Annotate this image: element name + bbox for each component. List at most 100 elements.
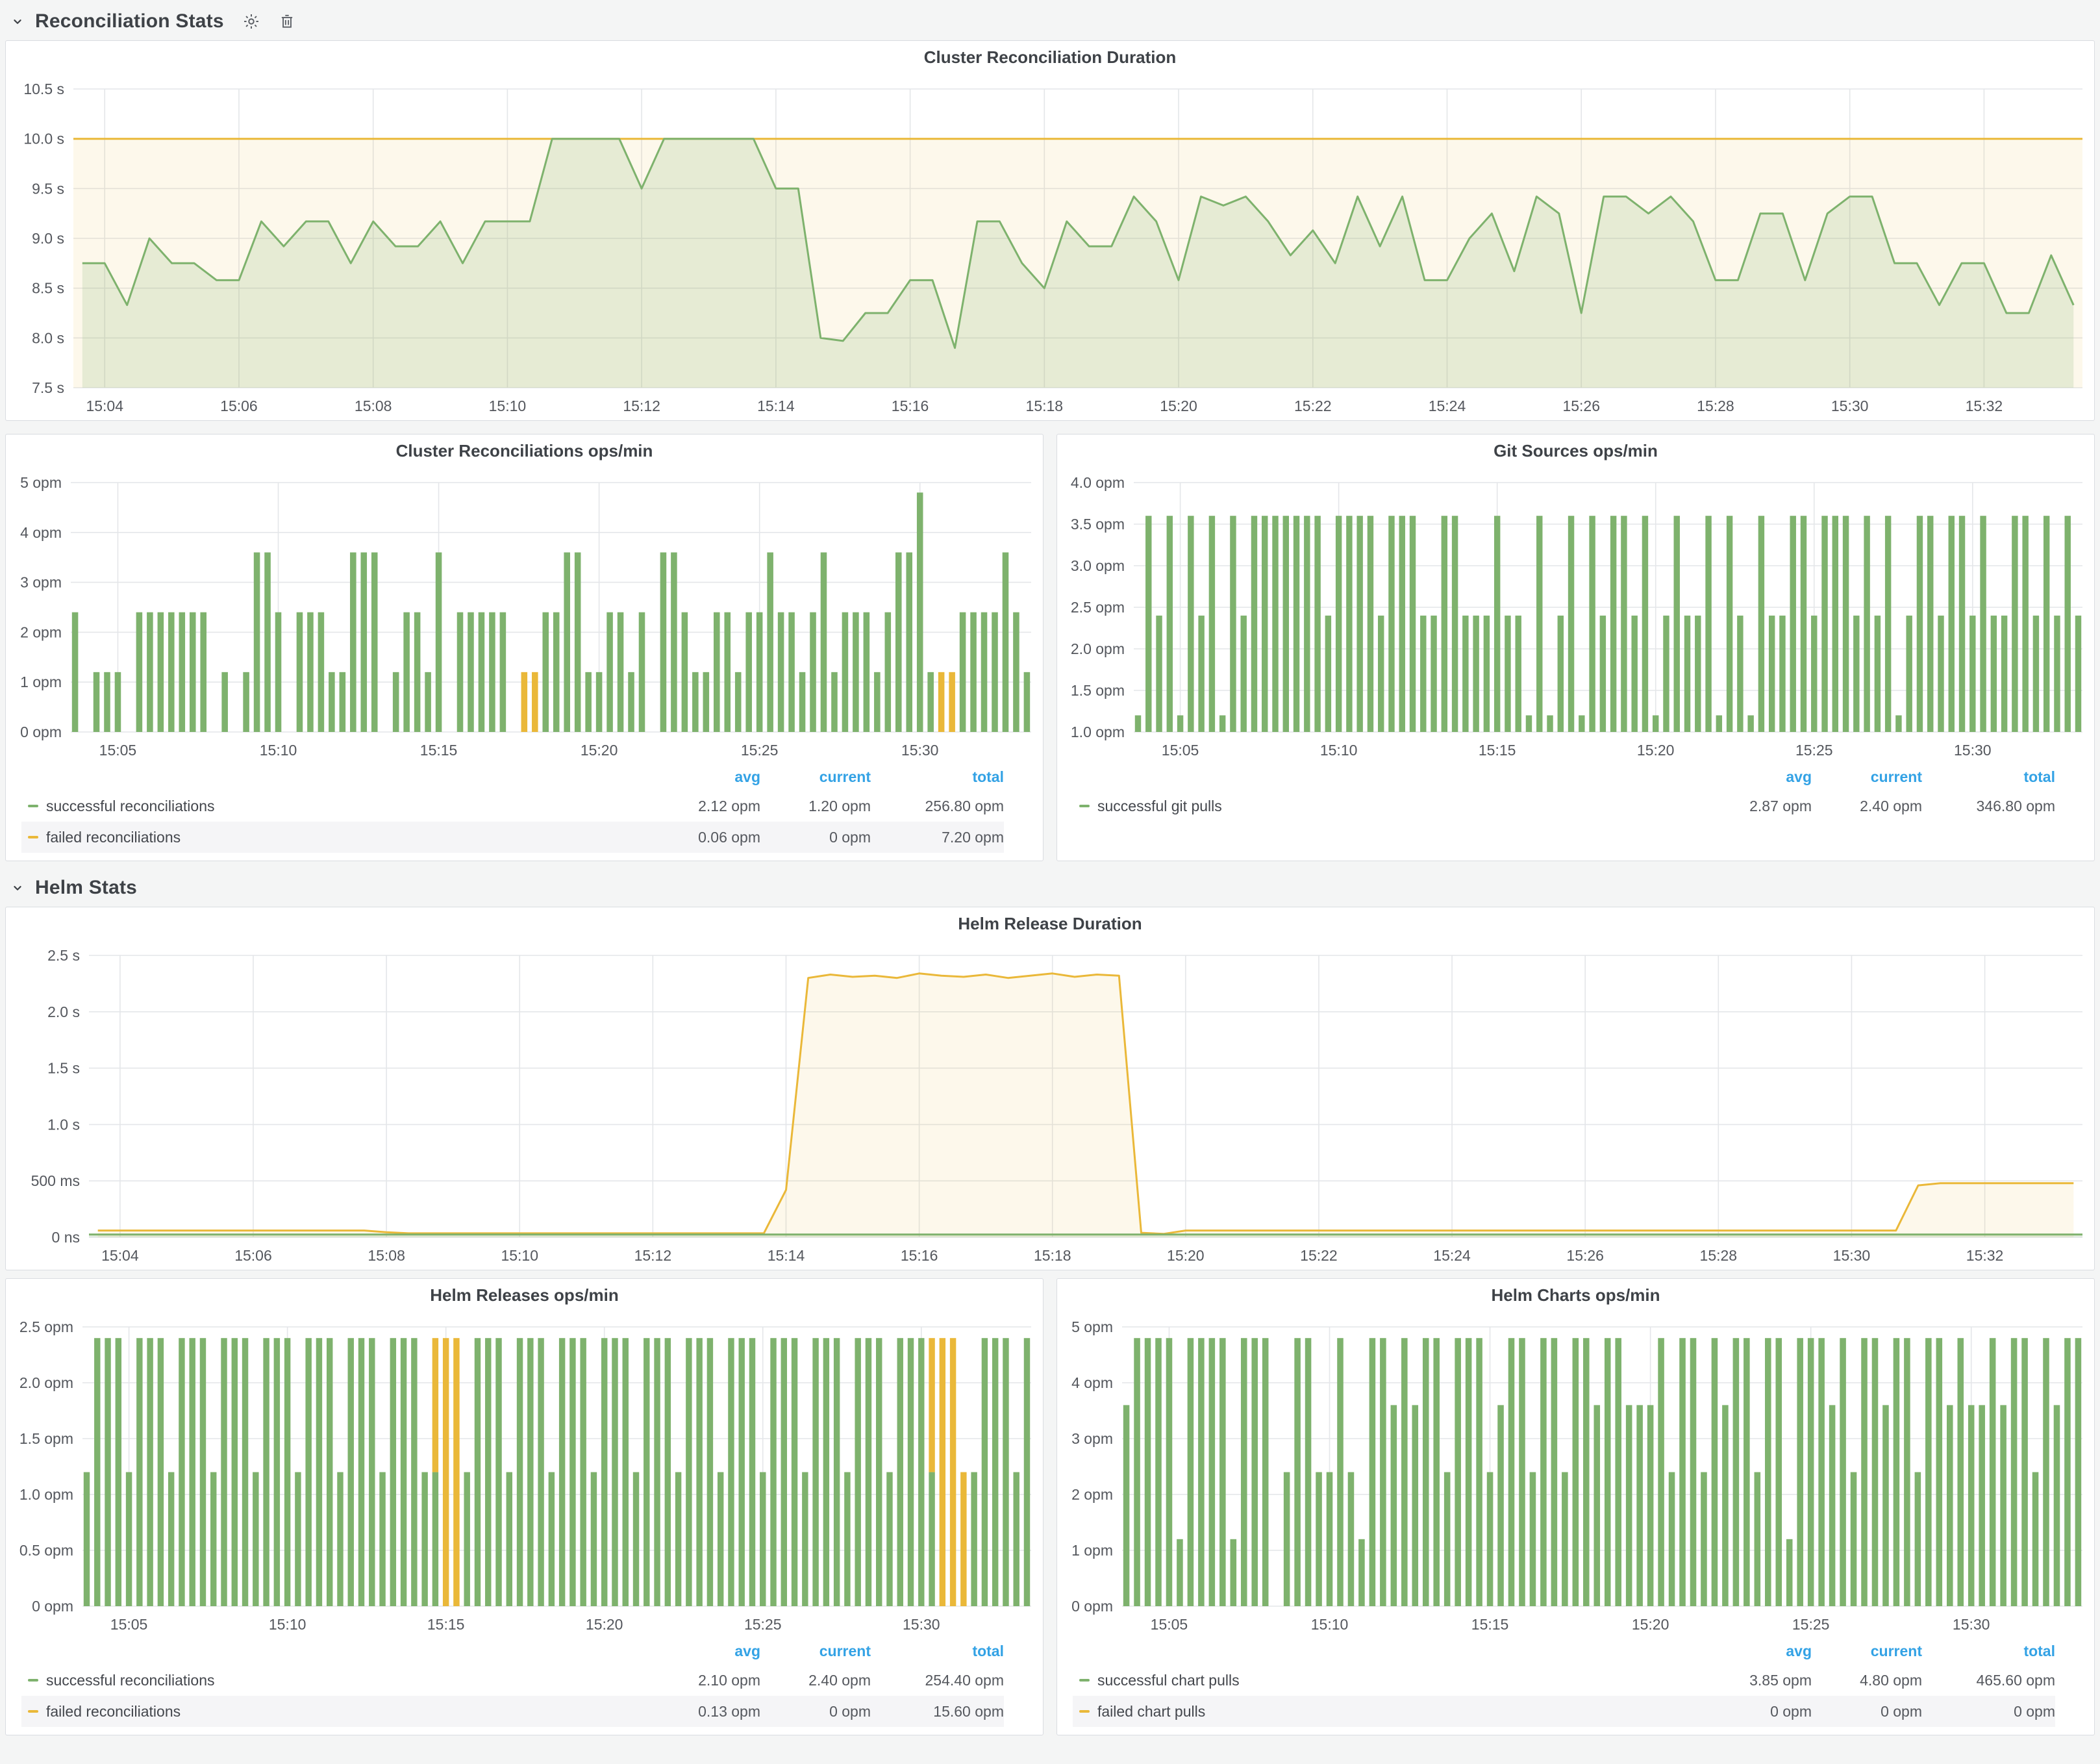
svg-text:7.5 s: 7.5 s	[32, 379, 64, 396]
series-avg-value: 0 opm	[1770, 1702, 1812, 1720]
series-name[interactable]: failed reconciliations	[46, 1702, 181, 1720]
legend-sort-avg[interactable]: avg	[734, 768, 760, 785]
legend-sort-current[interactable]: current	[819, 768, 871, 785]
chart-helm-charts-ops[interactable]: 0 opm 1 opm 2 opm 3 opm 4 opm 5 opm 15:05 15:10…	[1057, 1310, 2094, 1637]
svg-text:0 opm: 0 opm	[1071, 1598, 1113, 1615]
svg-text:15:16: 15:16	[892, 397, 929, 414]
chart-svg: 0 ns 500 ms 1.0 s 1.5 s 2.0 s 2.5 s 15:04 15:06…	[31, 947, 2082, 1264]
svg-text:2 opm: 2 opm	[20, 624, 62, 640]
legend-cluster-reconciliations: avg current total successful reconciliation…	[6, 763, 1043, 861]
series-name[interactable]: successful git pulls	[1097, 797, 1222, 814]
series-name[interactable]: successful reconciliations	[46, 797, 215, 814]
panel-helm-release-duration: Helm Release Duration 0 ns 500 ms 1.0 s 1.5…	[5, 907, 2095, 1270]
series-total-value: 346.80 opm	[1976, 797, 2055, 814]
chevron-down-icon	[10, 14, 25, 29]
svg-text:9.5 s: 9.5 s	[32, 180, 64, 197]
svg-text:5 opm: 5 opm	[1071, 1318, 1113, 1335]
series-name[interactable]: successful reconciliations	[46, 1671, 215, 1689]
legend-sort-avg[interactable]: avg	[1786, 1642, 1812, 1659]
svg-text:15:22: 15:22	[1300, 1247, 1338, 1264]
legend-sort-current[interactable]: current	[1870, 1642, 1922, 1659]
panel-git-sources-ops: Git Sources ops/min 1.0 opm 1.5 opm 2.0 op…	[1056, 434, 2095, 861]
svg-text:2.5 opm: 2.5 opm	[19, 1318, 73, 1335]
section-title: Reconciliation Stats	[35, 10, 224, 32]
chart-svg: 1.0 opm 1.5 opm 2.0 opm 2.5 opm 3.0 opm 3.5 o…	[1071, 474, 2082, 759]
svg-text:15:05: 15:05	[1151, 1616, 1188, 1633]
svg-text:15:22: 15:22	[1294, 397, 1332, 414]
series-current-value: 4.80 opm	[1860, 1671, 1922, 1689]
legend-row: successful chart pulls 3.85 opm 4.80 opm 46…	[1073, 1665, 2055, 1696]
svg-text:15:28: 15:28	[1697, 397, 1734, 414]
svg-text:15:04: 15:04	[86, 397, 123, 414]
chart-git-sources-ops[interactable]: 1.0 opm 1.5 opm 2.0 opm 2.5 opm 3.0 opm 3.5 o…	[1057, 466, 2094, 763]
svg-text:15:32: 15:32	[1966, 1247, 2004, 1264]
svg-text:15:08: 15:08	[355, 397, 392, 414]
svg-text:15:20: 15:20	[1167, 1247, 1205, 1264]
svg-text:15:15: 15:15	[1471, 1616, 1509, 1633]
series-name[interactable]: failed reconciliations	[46, 828, 181, 846]
svg-text:15:30: 15:30	[1831, 397, 1869, 414]
svg-text:2.0 opm: 2.0 opm	[1071, 640, 1125, 657]
svg-text:8.0 s: 8.0 s	[32, 329, 64, 346]
series-name[interactable]: failed chart pulls	[1097, 1702, 1206, 1720]
legend-sort-total[interactable]: total	[972, 1642, 1004, 1659]
chevron-down-icon	[10, 881, 25, 895]
legend-row: successful reconciliations 2.10 opm 2.40 o…	[21, 1665, 1004, 1696]
svg-text:15:25: 15:25	[1795, 742, 1833, 759]
legend-sort-avg[interactable]: avg	[734, 1642, 760, 1659]
panel-helm-charts-ops: Helm Charts ops/min 0 opm 1 opm 2 opm 3 opm…	[1056, 1278, 2095, 1735]
svg-text:15:25: 15:25	[1792, 1616, 1830, 1633]
legend-sort-total[interactable]: total	[2023, 768, 2055, 785]
series-avg-value: 2.10 opm	[698, 1671, 760, 1689]
series-name[interactable]: successful chart pulls	[1097, 1671, 1240, 1689]
series-current-value: 2.40 opm	[1860, 797, 1922, 814]
panel-title[interactable]: Cluster Reconciliation Duration	[923, 47, 1177, 67]
panel-title[interactable]: Helm Release Duration	[958, 914, 1142, 933]
svg-text:2.5 opm: 2.5 opm	[1071, 599, 1125, 616]
section-header-reconciliation-stats[interactable]: Reconciliation Stats	[5, 5, 2095, 40]
series-total-value: 254.40 opm	[925, 1671, 1004, 1689]
svg-text:3 opm: 3 opm	[20, 574, 62, 591]
series-total-value: 0 opm	[2014, 1702, 2055, 1720]
svg-text:1 opm: 1 opm	[1071, 1542, 1113, 1559]
svg-text:15:15: 15:15	[1479, 742, 1516, 759]
legend-sort-total[interactable]: total	[972, 768, 1004, 785]
svg-text:2.5 s: 2.5 s	[47, 947, 80, 964]
panel-title[interactable]: Cluster Reconciliations ops/min	[395, 441, 653, 460]
svg-text:5 opm: 5 opm	[20, 474, 62, 491]
panel-title[interactable]: Helm Charts ops/min	[1491, 1285, 1660, 1305]
svg-text:15:25: 15:25	[744, 1616, 782, 1633]
svg-text:15:28: 15:28	[1700, 1247, 1738, 1264]
legend-sort-current[interactable]: current	[1870, 768, 1922, 785]
chart-helm-releases-ops[interactable]: 0 opm 0.5 opm 1.0 opm 1.5 opm 2.0 opm 2.5 opm…	[6, 1310, 1043, 1637]
legend-row: failed reconciliations 0.06 opm 0 opm 7.20 …	[21, 822, 1004, 853]
section-title: Helm Stats	[35, 877, 138, 898]
svg-text:15:20: 15:20	[1160, 397, 1197, 414]
legend-sort-total[interactable]: total	[2023, 1642, 2055, 1659]
svg-text:3.5 opm: 3.5 opm	[1071, 516, 1125, 533]
svg-text:3 opm: 3 opm	[1071, 1430, 1113, 1447]
svg-text:15:24: 15:24	[1433, 1247, 1471, 1264]
chart-cluster-reconciliations-ops[interactable]: 0 opm 1 opm 2 opm 3 opm 4 opm 5 opm 15:05 15:10…	[6, 466, 1043, 763]
legend-header: avg current total	[21, 763, 1004, 790]
svg-text:15:18: 15:18	[1026, 397, 1064, 414]
svg-text:15:15: 15:15	[420, 742, 458, 759]
panel-title[interactable]: Git Sources ops/min	[1494, 441, 1658, 460]
svg-text:15:05: 15:05	[99, 742, 137, 759]
svg-text:15:30: 15:30	[903, 1616, 940, 1633]
series-color-swatch	[28, 1679, 38, 1682]
chart-svg: 0 opm 0.5 opm 1.0 opm 1.5 opm 2.0 opm 2.5 opm…	[19, 1318, 1031, 1633]
trash-icon[interactable]	[279, 13, 295, 30]
svg-text:15:25: 15:25	[741, 742, 779, 759]
gear-icon[interactable]	[242, 12, 260, 31]
section-header-helm-stats[interactable]: Helm Stats	[5, 872, 2095, 907]
chart-svg: 0 opm 1 opm 2 opm 3 opm 4 opm 5 opm 15:05 15:10…	[1071, 1318, 2082, 1633]
legend-helm-releases: avg current total successful reconciliation…	[6, 1637, 1043, 1735]
panel-title[interactable]: Helm Releases ops/min	[430, 1285, 619, 1305]
chart-cluster-reconciliation-duration[interactable]: 7.5 s 8.0 s 8.5 s 9.0 s 9.5 s 10.0 s 10.5 s 15:…	[6, 72, 2094, 419]
series-avg-value: 0.06 opm	[698, 828, 760, 846]
svg-text:15:10: 15:10	[489, 397, 527, 414]
legend-sort-current[interactable]: current	[819, 1642, 871, 1659]
legend-sort-avg[interactable]: avg	[1786, 768, 1812, 785]
chart-helm-release-duration[interactable]: 0 ns 500 ms 1.0 s 1.5 s 2.0 s 2.5 s 15:04 15:06…	[6, 939, 2094, 1268]
